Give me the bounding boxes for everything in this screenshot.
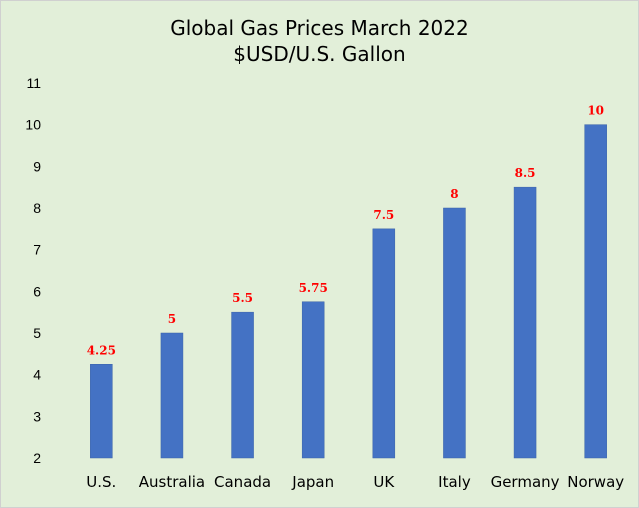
data-label: 5 (168, 312, 176, 326)
x-tick-label: Australia (139, 473, 205, 491)
bar-uk (372, 228, 396, 459)
data-labels: 4.25 5 5.5 5.75 7.5 8 8.5 10 (87, 104, 604, 358)
y-tick-label: 3 (33, 408, 41, 424)
bar-germany (513, 186, 537, 459)
bar-japan (301, 301, 325, 459)
x-tick-label: Norway (567, 473, 624, 491)
data-label: 10 (587, 104, 604, 118)
bar-italy (443, 207, 466, 459)
data-label: 7.5 (373, 208, 394, 222)
y-tick-label: 4 (33, 367, 41, 383)
y-tick-label: 10 (25, 117, 41, 133)
y-tick-label: 9 (33, 158, 41, 174)
y-tick-label: 11 (26, 75, 41, 91)
y-axis: 2 3 4 5 6 7 8 9 10 11 (25, 75, 41, 466)
chart-title: Global Gas Prices March 2022 (170, 16, 469, 40)
y-tick-label: 5 (33, 325, 41, 341)
x-tick-label: Germany (491, 473, 560, 491)
chart-subtitle: $USD/U.S. Gallon (233, 42, 406, 66)
y-tick-label: 8 (33, 200, 41, 216)
x-tick-label: U.S. (86, 473, 116, 491)
x-axis: U.S. Australia Canada Japan UK Italy Germany No… (86, 473, 624, 491)
x-tick-label: Italy (438, 473, 471, 491)
bar-australia (160, 332, 184, 459)
x-tick-label: UK (373, 473, 395, 491)
bar-us (90, 364, 113, 459)
data-label: 4.25 (87, 343, 116, 357)
x-tick-label: Canada (214, 473, 271, 491)
x-tick-label: Japan (291, 473, 334, 491)
chart-title-block: Global Gas Prices March 2022 $USD/U.S. G… (1, 15, 638, 67)
data-label: 8.5 (515, 166, 536, 180)
y-tick-label: 7 (33, 242, 41, 258)
y-tick-label: 6 (33, 283, 41, 299)
bars (90, 124, 607, 459)
bar-canada (231, 311, 254, 459)
data-label: 5.5 (232, 291, 253, 305)
data-label: 8 (450, 187, 458, 201)
y-tick-label: 2 (33, 450, 41, 466)
data-label: 5.75 (299, 281, 328, 295)
bar-norway (584, 124, 607, 459)
